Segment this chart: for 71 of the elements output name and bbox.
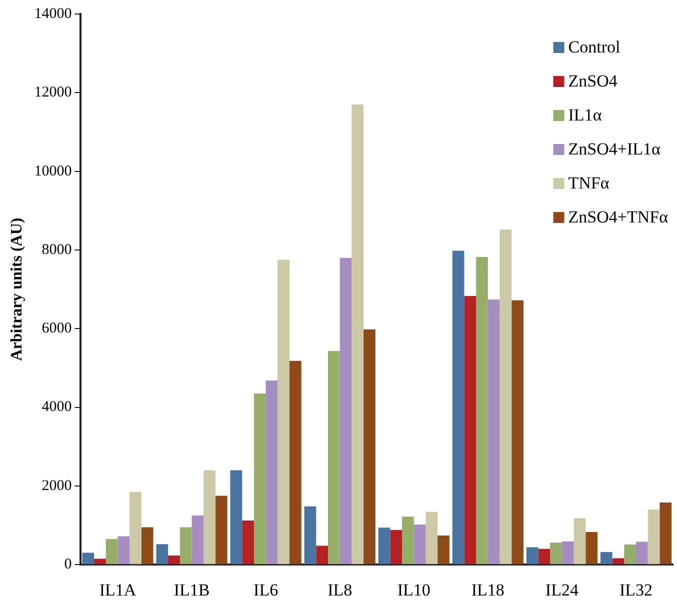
y-tick-label: 10000 <box>34 163 72 180</box>
bar <box>340 258 352 564</box>
bar <box>364 329 376 564</box>
bar <box>141 527 154 564</box>
legend-label: ZnSO4+TNFα <box>568 207 668 226</box>
bar <box>278 260 290 564</box>
bar <box>452 250 464 564</box>
y-axis-title: Arbitrary units (AU) <box>8 218 26 361</box>
bar <box>414 524 426 564</box>
bar <box>215 496 228 564</box>
bar <box>438 535 450 564</box>
bar <box>180 527 192 564</box>
bar <box>289 360 302 564</box>
bar <box>130 492 142 564</box>
bar <box>328 351 340 564</box>
y-tick-label: 4000 <box>42 399 72 416</box>
bar <box>94 558 106 564</box>
bar <box>550 542 562 564</box>
bar <box>660 502 672 564</box>
legend-label: TNFα <box>568 173 610 192</box>
bar <box>304 506 316 564</box>
bar <box>230 470 242 564</box>
bar <box>168 556 180 564</box>
bar <box>316 546 328 564</box>
bar <box>562 541 574 564</box>
bar <box>192 515 204 564</box>
x-tick-label: IL1A <box>99 580 137 600</box>
bar <box>106 539 118 564</box>
bar <box>266 380 278 564</box>
legend-label: ZnSO4 <box>568 71 618 90</box>
bar <box>118 536 130 564</box>
y-tick-label: 14000 <box>34 6 72 22</box>
bar <box>476 257 488 564</box>
x-tick-label: IL1B <box>174 580 210 600</box>
bar <box>402 516 414 564</box>
bar <box>242 520 254 564</box>
y-tick-label: 0 <box>64 556 72 573</box>
bar <box>390 530 402 564</box>
y-tick-label: 6000 <box>42 320 72 337</box>
bar <box>204 470 216 564</box>
y-tick-label: 8000 <box>42 242 72 258</box>
legend-label: ZnSO4+IL1α <box>568 139 661 158</box>
bar <box>574 518 586 564</box>
bar <box>512 300 524 564</box>
legend-label: Control <box>568 37 620 56</box>
bar <box>254 394 266 564</box>
x-tick-label: IL8 <box>328 580 352 600</box>
bar <box>378 528 390 564</box>
x-tick-label: IL24 <box>545 580 579 600</box>
bar <box>624 544 636 564</box>
bar <box>586 532 598 564</box>
x-tick-label: IL18 <box>471 580 504 600</box>
bar <box>156 544 168 564</box>
x-tick-label: IL32 <box>619 580 653 600</box>
bar <box>426 512 438 564</box>
bar <box>648 510 660 564</box>
legend-label: IL1α <box>568 105 602 124</box>
y-tick-label: 12000 <box>34 84 72 101</box>
x-tick-label: IL6 <box>254 580 278 600</box>
bar <box>500 230 512 564</box>
bar <box>600 552 612 564</box>
bar <box>464 296 476 564</box>
bar <box>636 542 648 564</box>
bar <box>488 300 500 564</box>
bar <box>538 548 550 564</box>
bar <box>82 552 94 564</box>
bar <box>352 104 364 564</box>
y-tick-label: 2000 <box>42 478 72 494</box>
bar <box>612 558 624 564</box>
bar <box>526 547 538 564</box>
x-tick-label: IL10 <box>397 580 430 600</box>
